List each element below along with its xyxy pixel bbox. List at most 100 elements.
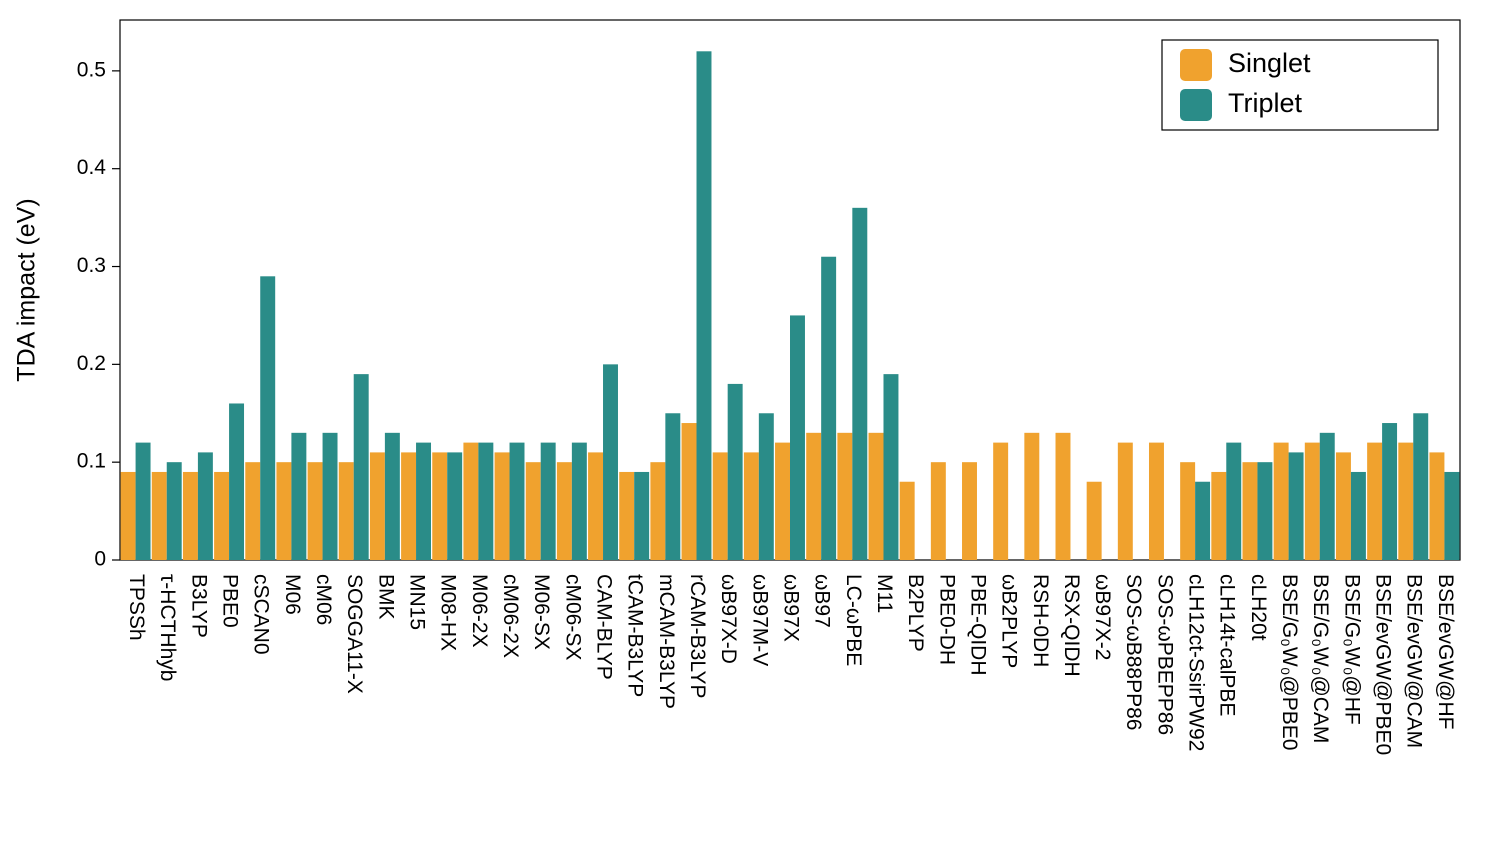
bar bbox=[151, 471, 167, 560]
bar bbox=[1429, 452, 1445, 560]
legend-swatch bbox=[1180, 49, 1212, 81]
x-tick-label: BSE/evGW@CAM bbox=[1403, 574, 1426, 748]
bar bbox=[1086, 481, 1102, 560]
x-tick-label: PBE0-DH bbox=[935, 574, 958, 665]
bar bbox=[930, 462, 946, 560]
bar bbox=[353, 374, 369, 560]
bar bbox=[665, 413, 681, 560]
x-tick-label: ωB97X bbox=[779, 574, 802, 642]
bar bbox=[291, 432, 307, 560]
x-tick-label: MN15 bbox=[405, 574, 428, 630]
bar bbox=[322, 432, 338, 560]
x-tick-label: ωB97X-2 bbox=[1091, 574, 1114, 660]
bar bbox=[650, 462, 666, 560]
bar bbox=[571, 442, 587, 560]
legend-label: Singlet bbox=[1228, 48, 1311, 78]
bar bbox=[634, 471, 650, 560]
x-tick-label: TPSSh bbox=[125, 574, 148, 641]
bar bbox=[821, 256, 837, 560]
x-tick-label: SOGGA11-X bbox=[343, 574, 366, 694]
bar bbox=[1242, 462, 1258, 560]
x-tick-label: PBE0 bbox=[219, 574, 242, 628]
bar bbox=[166, 462, 182, 560]
bar bbox=[120, 471, 136, 560]
bar bbox=[1288, 452, 1304, 560]
bar bbox=[775, 442, 790, 560]
bar bbox=[1195, 481, 1211, 560]
bar bbox=[727, 383, 743, 560]
x-tick-label: ωB97X-D bbox=[717, 574, 740, 664]
y-tick-label: 0.1 bbox=[77, 450, 106, 473]
y-tick-label: 0.2 bbox=[77, 352, 106, 375]
x-tick-label: BMK bbox=[374, 574, 397, 620]
bar bbox=[214, 471, 230, 560]
bar bbox=[1444, 471, 1460, 560]
x-tick-label: SOS-ωPBEPP86 bbox=[1153, 574, 1176, 735]
bar bbox=[1024, 432, 1040, 560]
bar bbox=[463, 442, 479, 560]
x-tick-label: RSX-QIDH bbox=[1060, 574, 1083, 677]
x-tick-label: ωB2PLYP bbox=[998, 574, 1021, 668]
bar bbox=[1413, 413, 1429, 560]
bar bbox=[1367, 442, 1383, 560]
bar bbox=[696, 51, 712, 560]
bar bbox=[790, 315, 805, 560]
legend-label: Triplet bbox=[1228, 88, 1303, 118]
bar bbox=[1180, 462, 1196, 560]
bar bbox=[369, 452, 385, 560]
x-tick-label: BSE/G₀W₀@PBE0 bbox=[1278, 574, 1301, 750]
x-tick-label: cSCAN0 bbox=[250, 574, 273, 655]
bar bbox=[447, 452, 463, 560]
bar bbox=[603, 364, 618, 560]
bar bbox=[712, 452, 728, 560]
y-tick-label: 0 bbox=[94, 548, 106, 571]
bar bbox=[416, 442, 432, 560]
x-tick-label: B3LYP bbox=[187, 574, 210, 638]
bar bbox=[681, 423, 697, 560]
bar bbox=[883, 374, 899, 560]
bar bbox=[556, 462, 572, 560]
bar bbox=[619, 471, 635, 560]
bar bbox=[1398, 442, 1414, 560]
bar bbox=[743, 452, 759, 560]
bar bbox=[1350, 471, 1366, 560]
x-tick-label: B2PLYP bbox=[904, 574, 927, 652]
x-tick-label: ωB97 bbox=[811, 574, 834, 628]
bar bbox=[401, 452, 417, 560]
bar bbox=[384, 432, 400, 560]
bar bbox=[806, 432, 822, 560]
x-tick-label: CAM-BLYP bbox=[592, 574, 615, 680]
bar bbox=[1226, 442, 1242, 560]
y-axis-label: TDA impact (eV) bbox=[13, 198, 41, 381]
bar bbox=[509, 442, 525, 560]
bar bbox=[197, 452, 213, 560]
x-tick-label: cLH12ct-SsirPW92 bbox=[1185, 574, 1208, 751]
x-tick-label: BSE/G₀W₀@CAM bbox=[1309, 574, 1332, 743]
bar bbox=[1382, 423, 1398, 560]
x-tick-label: LC-ωPBE bbox=[842, 574, 865, 666]
x-tick-label: SOS-ωB88PP86 bbox=[1122, 574, 1145, 730]
x-tick-label: BSE/G₀W₀@HF bbox=[1340, 574, 1363, 725]
bar bbox=[1304, 442, 1320, 560]
bar bbox=[245, 462, 261, 560]
bar bbox=[525, 462, 541, 560]
bar bbox=[588, 452, 604, 560]
x-tick-label: cM06 bbox=[312, 574, 335, 625]
x-tick-label: M11 bbox=[873, 574, 896, 613]
x-tick-label: rCAM-B3LYP bbox=[686, 574, 709, 698]
x-tick-label: cLH20t bbox=[1247, 574, 1270, 641]
bar bbox=[307, 462, 323, 560]
x-tick-label: PBE-QIDH bbox=[966, 574, 989, 676]
bar bbox=[758, 413, 774, 560]
bar bbox=[993, 442, 1009, 560]
bar bbox=[494, 452, 510, 560]
bar bbox=[1273, 442, 1289, 560]
bar bbox=[1319, 432, 1335, 560]
x-tick-label: cLH14t-calPBE bbox=[1216, 574, 1239, 716]
bar bbox=[338, 462, 354, 560]
x-tick-label: M06-2X bbox=[468, 574, 491, 648]
y-tick-label: 0.4 bbox=[77, 156, 107, 179]
bar bbox=[1335, 452, 1351, 560]
bar bbox=[135, 442, 151, 560]
